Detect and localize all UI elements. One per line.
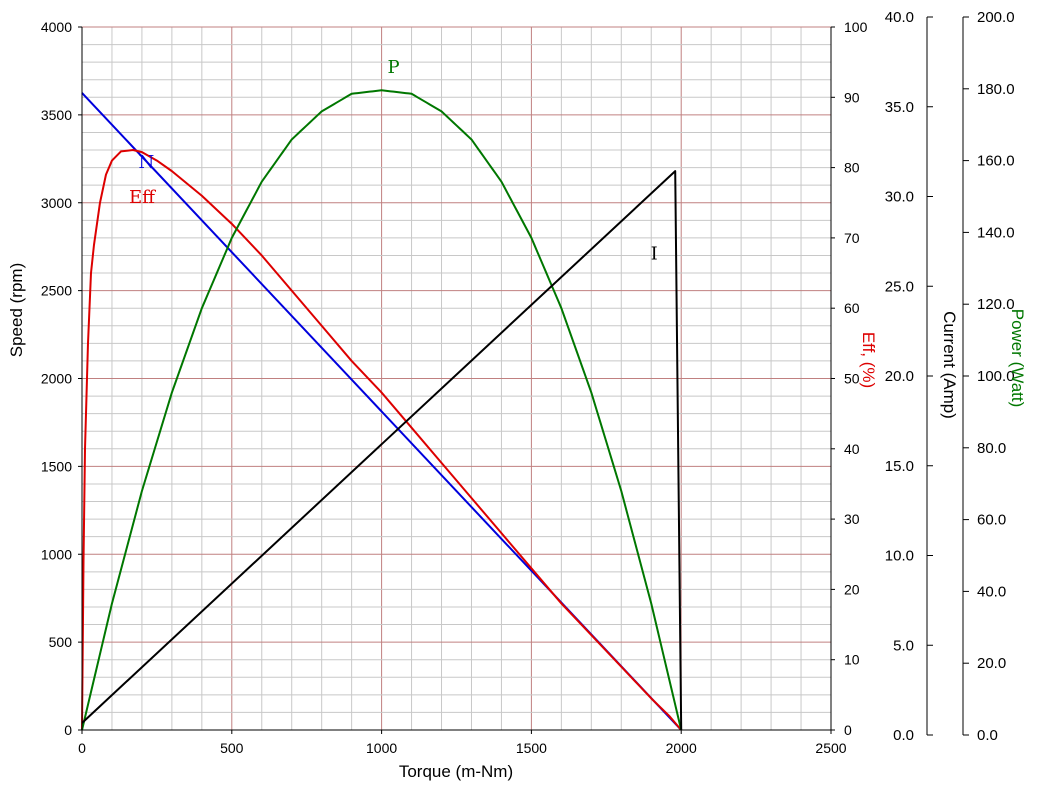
eff-tick-label: 100 [844,19,868,35]
curve-labels: N Eff P I [129,57,658,264]
curve-label-eff: Eff [129,187,156,208]
power-tick-label: 140.0 [977,224,1015,241]
curve-label-i: I [651,243,658,264]
speed-tick-label: 2500 [41,283,72,299]
eff-tick-label: 60 [844,300,860,316]
power-tick-label: 120.0 [977,296,1015,313]
eff-tick-label: 80 [844,160,860,176]
speed-tick-label: 4000 [41,19,72,35]
eff-tick-label: 90 [844,89,860,105]
speed-tick-label: 2000 [41,371,72,387]
power-tick-label: 20.0 [977,655,1006,672]
current-tick-label: 40.0 [885,9,914,26]
eff-tick-label: 10 [844,652,860,668]
x-tick-label: 0 [78,740,86,756]
speed-tick-label: 1000 [41,546,72,562]
current-tick-label: 15.0 [885,458,914,475]
current-tick-label: 25.0 [885,278,914,295]
chart-axes: 0 500 1000 1500 2000 250005001000150020002500… [41,9,1015,756]
x-tick-label: 1500 [516,740,547,756]
current-axis-title: Current (Amp) [940,311,959,419]
x-tick-label: 2000 [666,740,697,756]
power-tick-label: 180.0 [977,81,1015,98]
speed-tick-label: 3000 [41,195,72,211]
eff-tick-label: 70 [844,230,860,246]
power-tick-label: 160.0 [977,153,1015,170]
eff-tick-label: 30 [844,511,860,527]
power-tick-label: 0.0 [977,727,998,744]
x-tick-label: 2500 [815,740,846,756]
current-tick-label: 35.0 [885,99,914,116]
power-tick-label: 200.0 [977,9,1015,26]
current-tick-label: 30.0 [885,189,914,206]
current-tick-label: 5.0 [893,637,914,654]
speed-tick-label: 3500 [41,107,72,123]
x-tick-label: 1000 [366,740,397,756]
series-p-line [81,89,683,731]
power-tick-label: 80.0 [977,440,1006,457]
power-tick-label: 60.0 [977,512,1006,529]
speed-tick-label: 1500 [41,458,72,474]
eff-tick-label: 40 [844,441,860,457]
speed-tick-label: 0 [64,722,72,738]
speed-axis-title: Speed (rpm) [7,263,26,357]
curve-label-n: N [139,152,155,173]
plot-grid [81,26,832,731]
current-tick-label: 0.0 [893,727,914,744]
eff-tick-label: 20 [844,581,860,597]
power-axis-title: Power (Watt) [1008,309,1027,408]
eff-tick-label: 50 [844,371,860,387]
current-tick-label: 20.0 [885,368,914,385]
x-axis-title: Torque (m-Nm) [399,762,513,781]
current-tick-label: 10.0 [885,548,914,565]
power-tick-label: 40.0 [977,583,1006,600]
speed-tick-label: 500 [49,634,73,650]
chart-series [81,89,683,731]
series-eff-line [81,149,682,731]
x-tick-label: 500 [220,740,244,756]
eff-tick-label: 0 [844,722,852,738]
eff-axis-title: Eff, (%) [859,332,878,388]
power-tick-label: 100.0 [977,368,1015,385]
curve-label-p: P [388,57,400,78]
series-i-line [81,170,683,731]
